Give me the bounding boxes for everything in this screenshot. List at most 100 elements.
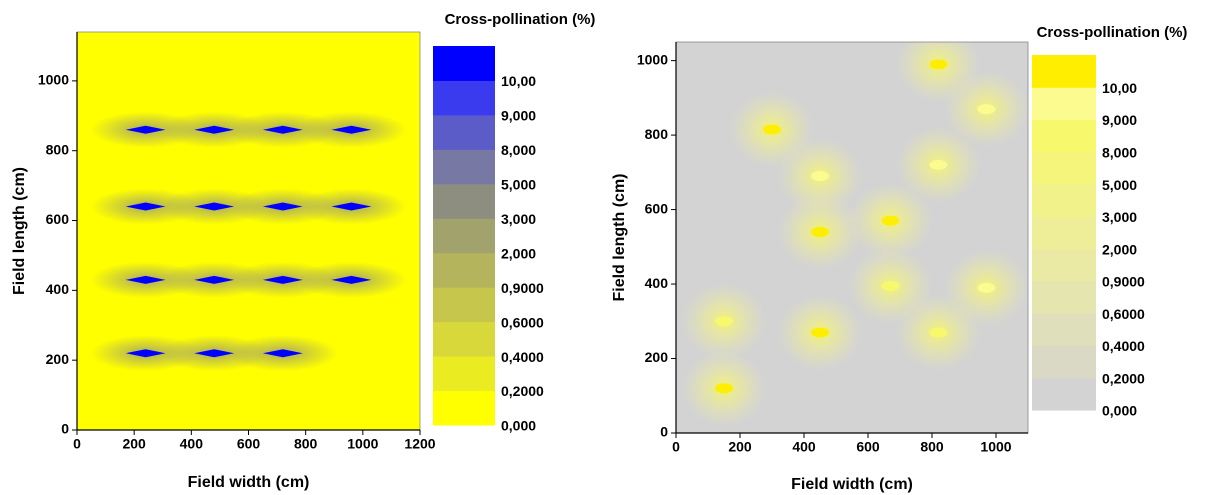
hotspot: [715, 383, 733, 394]
x-tick-label: 400: [792, 439, 816, 455]
colorbar-band: [1032, 377, 1096, 411]
colorbar-label: 0,6000: [501, 314, 544, 330]
hotspot: [331, 202, 372, 211]
y-axis-title: Field length (cm): [11, 167, 28, 295]
colorbar-band: [433, 218, 495, 254]
colorbar-band: [1032, 280, 1096, 314]
colorbar-label: 5,000: [501, 177, 536, 193]
y-tick-label: 1000: [637, 51, 668, 67]
x-axis-title: Field width (cm): [188, 474, 310, 491]
hotspot: [331, 125, 372, 134]
colorbar-title: Cross-pollination (%): [445, 11, 596, 28]
hotspot: [811, 171, 829, 182]
y-tick-label: 600: [645, 200, 669, 216]
colorbar-band: [433, 149, 495, 185]
colorbar-label: 10,00: [1102, 80, 1137, 96]
y-tick-label: 200: [645, 349, 669, 365]
y-tick-label: 800: [46, 141, 70, 157]
colorbar-label: 0,9000: [501, 280, 544, 296]
colorbar-band: [1032, 184, 1096, 217]
hotspot: [715, 316, 733, 327]
hotspot: [125, 349, 166, 358]
x-tick-label: 200: [122, 436, 146, 452]
hotspot: [262, 275, 303, 284]
y-tick-label: 400: [645, 275, 669, 291]
x-axis-title: Field width (cm): [791, 476, 913, 493]
hotspot: [763, 124, 781, 135]
x-tick-label: 800: [920, 439, 944, 455]
colorbar-label: 0,2000: [501, 383, 544, 399]
x-tick-label: 1000: [980, 439, 1011, 455]
colorbar-band: [433, 356, 495, 392]
colorbar-label: 8,000: [1102, 145, 1137, 161]
colorbar-label: 3,000: [1102, 209, 1137, 225]
colorbar-label: 3,000: [501, 211, 536, 227]
contour-field: [90, 111, 407, 372]
colorbar-label: 0,2000: [1102, 370, 1145, 386]
colorbar-band: [433, 114, 495, 150]
y-tick-label: 800: [645, 126, 669, 142]
hotspot: [881, 280, 900, 291]
colorbar-band: [1032, 151, 1096, 185]
colorbar-label: 5,000: [1102, 177, 1137, 193]
y-tick-label: 0: [660, 424, 668, 440]
x-tick-label: 400: [180, 436, 204, 452]
colorbar-label: 2,000: [1102, 241, 1137, 257]
hotspot: [811, 226, 829, 237]
colorbar-label: 10,00: [501, 73, 536, 89]
colorbar-label: 0,9000: [1102, 274, 1145, 290]
colorbar-band: [433, 80, 495, 116]
hotspot: [262, 202, 303, 211]
hotspot: [125, 202, 166, 211]
x-tick-label: 600: [237, 436, 261, 452]
hotspot: [262, 125, 303, 134]
hotspot: [331, 275, 372, 284]
colorbar-band: [1032, 119, 1096, 153]
x-tick-label: 1200: [404, 436, 435, 452]
colorbar-label: 0,6000: [1102, 306, 1145, 322]
y-tick-label: 400: [46, 281, 70, 297]
hotspot: [194, 202, 235, 211]
hotspot: [929, 159, 948, 170]
hotspot: [811, 327, 829, 338]
colorbar-band: [433, 321, 495, 357]
colorbar-label: 9,000: [1102, 112, 1137, 128]
colorbar-label: 0,4000: [1102, 338, 1145, 354]
colorbar-title: Cross-pollination (%): [1037, 24, 1188, 41]
hotspot: [929, 327, 948, 338]
colorbar-band: [1032, 87, 1096, 121]
hotspot: [977, 104, 996, 115]
colorbar-label: 2,000: [501, 245, 536, 261]
x-tick-label: 600: [856, 439, 880, 455]
hotspot: [125, 125, 166, 134]
y-tick-label: 600: [46, 211, 70, 227]
hotspot: [194, 125, 235, 134]
y-tick-label: 0: [61, 421, 69, 437]
contour-field: [682, 42, 1028, 427]
colorbar-label: 9,000: [501, 108, 536, 124]
colorbar-band: [1032, 55, 1096, 88]
x-tick-label: 800: [294, 436, 318, 452]
colorbar-band: [1032, 248, 1096, 282]
colorbar-band: [1032, 216, 1096, 250]
colorbar-label: 8,000: [501, 142, 536, 158]
colorbar-band: [433, 183, 495, 219]
colorbar-band: [433, 252, 495, 288]
plot-background: [77, 32, 420, 430]
colorbar-label: 0,000: [1102, 403, 1137, 419]
hotspot: [881, 215, 900, 226]
colorbar-band: [1032, 345, 1096, 379]
x-tick-label: 0: [73, 436, 81, 452]
colorbar-label: 0,4000: [501, 349, 544, 365]
y-axis-title: Field length (cm): [611, 174, 628, 302]
hotspot: [262, 349, 303, 358]
x-tick-label: 1000: [347, 436, 378, 452]
hotspot: [194, 275, 235, 284]
colorbar-label: 0,000: [501, 418, 536, 434]
hotspot: [977, 282, 996, 293]
colorbar-band: [433, 390, 495, 426]
colorbar-band: [433, 46, 495, 81]
y-tick-label: 1000: [38, 72, 69, 88]
hotspot: [929, 59, 948, 70]
